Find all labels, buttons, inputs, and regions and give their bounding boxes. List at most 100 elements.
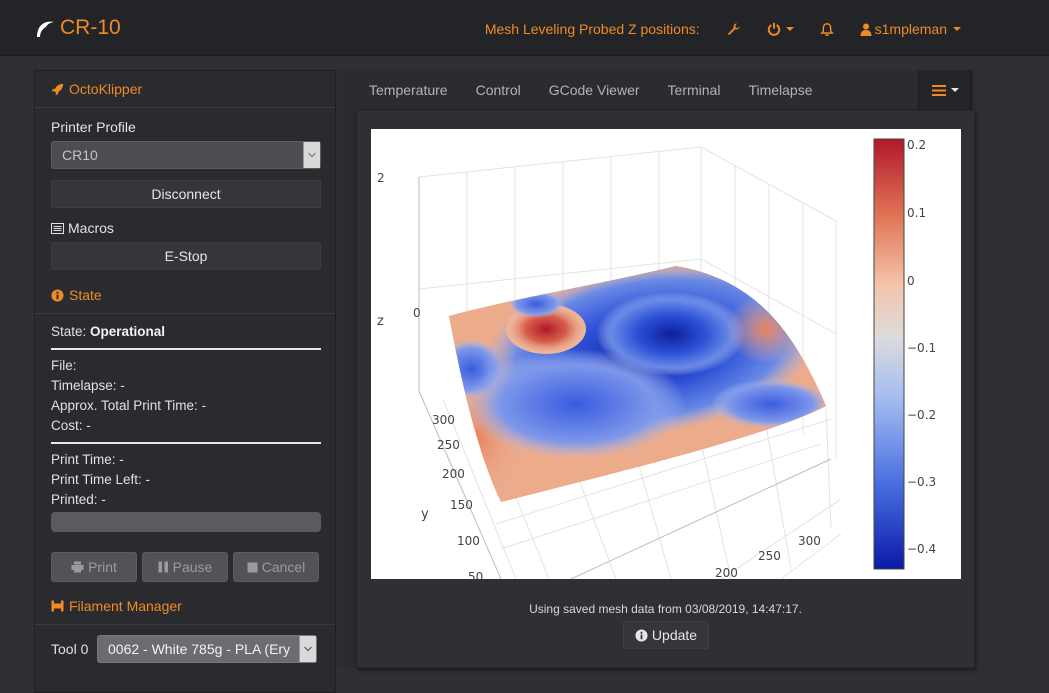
octoklipper-title: OctoKlipper [69,81,143,97]
y-tick: 300 [432,413,455,427]
pause-label: Pause [172,559,213,575]
filament-tool-row: Tool 0 0062 - White 785g - PLA (Ery [35,625,335,663]
z-tick: 2 [377,171,385,185]
print-icon [71,561,84,573]
print-time-line: Print Time: - [51,452,124,467]
tab-bar: Temperature Control GCode Viewer Termina… [337,70,975,110]
y-axis-label: y [421,507,429,522]
colorbar-tick: −0.1 [907,341,936,355]
tab-terminal[interactable]: Terminal [667,82,721,98]
printer-profile-label: Printer Profile [51,119,136,135]
chevron-down-icon [308,152,316,158]
select-arrow[interactable] [303,142,320,168]
filament-select-value: 0062 - White 785g - PLA (Ery [108,641,291,657]
top-navbar: CR-10 Mesh Leveling Probed Z positions: [0,0,1049,56]
cancel-button[interactable]: Cancel [233,552,319,582]
plot-axis-lines [418,177,832,580]
state-header[interactable]: State [35,277,335,313]
z-tick: 0 [413,306,421,320]
octoklipper-header[interactable]: OctoKlipper [35,71,335,107]
divider [51,442,321,444]
mesh-leveling-pane: 2 0 z 300 250 200 150 100 50 y 300 250 2… [356,110,975,668]
y-tick: 150 [450,498,473,512]
colorbar-tick: −0.3 [907,475,936,489]
list-alt-icon [51,222,64,234]
state-body: State: Operational File: Timelapse: - Ap… [35,314,335,582]
mesh-surface [449,266,826,502]
main-panel: Temperature Control GCode Viewer Termina… [337,70,975,668]
power-icon [767,22,780,36]
print-button[interactable]: Print [51,552,137,582]
tab-temperature[interactable]: Temperature [369,82,448,98]
timelapse-line: Timelapse: - [51,378,125,393]
chevron-down-icon [304,646,312,652]
mesh-surface-plot[interactable]: 2 0 z 300 250 200 150 100 50 y 300 250 2… [371,129,961,584]
colorbar-tick: −0.2 [907,408,936,422]
update-label: Update [651,627,698,643]
colorbar-tick: 0.2 [907,138,926,152]
colorbar-tick: 0.1 [907,206,926,220]
print-label: Print [88,559,117,575]
filament-manager-title: Filament Manager [69,598,182,614]
macros-text: Macros [68,220,114,236]
stop-icon [247,562,258,572]
pause-button[interactable]: Pause [142,552,228,582]
divider [35,313,335,314]
divider [51,348,321,350]
info-circle-icon [635,628,648,642]
octoklipper-body: Printer Profile CR10 Disconnect Macros E… [35,119,335,270]
print-controls: Print Pause Cancel [51,552,319,582]
power-menu-button[interactable] [767,22,794,36]
brand-name: CR-10 [60,16,121,39]
filament-icon [51,600,64,612]
rocket-icon [51,83,64,95]
notifications-button[interactable] [819,22,834,37]
x-tick: 200 [715,566,738,579]
y-tick: 250 [437,438,460,452]
mesh-leveling-link[interactable]: Mesh Leveling Probed Z positions: [484,21,700,37]
filament-manager-header[interactable]: Filament Manager [35,588,335,624]
cancel-label: Cancel [261,559,306,575]
chevron-down-icon [785,27,794,31]
select-arrow[interactable] [299,636,316,662]
username: s1mpleman [874,21,947,37]
state-line: State: Operational [51,322,319,342]
approx-total-line: Approx. Total Print Time: - [51,398,207,413]
estop-button[interactable]: E-Stop [51,242,321,270]
y-tick: 100 [457,534,480,548]
printed-line: Printed: - [51,492,106,507]
brand[interactable]: CR-10 [34,16,121,40]
tab-overflow-menu[interactable] [918,70,972,110]
tab-control[interactable]: Control [475,82,521,98]
mesh-surface-svg[interactable]: 2 0 z 300 250 200 150 100 50 y 300 250 2… [371,129,961,584]
update-button[interactable]: Update [623,621,709,649]
y-tick: 200 [442,467,465,481]
tab-gcode-viewer[interactable]: GCode Viewer [548,82,640,98]
user-menu[interactable]: s1mpleman [860,21,961,37]
state-label: State: [51,324,87,339]
printer-profile-select[interactable]: CR10 [51,141,321,169]
mesh-info-text: Using saved mesh data from 03/08/2019, 1… [529,602,802,616]
disconnect-button[interactable]: Disconnect [51,180,321,208]
wrench-icon [727,22,740,35]
colorbar: 0.2 0.1 0 −0.1 −0.2 −0.3 −0.4 [873,138,936,570]
navbar-right: Mesh Leveling Probed Z positions: [485,21,961,37]
printer-profile-value: CR10 [62,147,98,163]
print-time-left-line: Print Time Left: - [51,472,151,487]
print-progress-bar [51,512,321,532]
file-line: File: [51,358,77,373]
chevron-down-icon [953,27,961,31]
x-tick: 250 [758,549,781,563]
tab-timelapse[interactable]: Timelapse [748,82,813,98]
y-tick: 50 [468,570,483,579]
settings-button[interactable] [726,22,741,37]
user-icon [860,23,872,36]
chevron-down-icon [950,88,959,92]
info-circle-icon [51,288,64,302]
tool-label: Tool 0 [51,641,89,657]
sidebar: OctoKlipper Printer Profile CR10 Disconn… [34,70,336,693]
octoprint-logo-icon [37,21,54,37]
divider [35,624,335,625]
pause-icon [158,561,168,573]
filament-select[interactable]: 0062 - White 785g - PLA (Ery [97,635,317,663]
